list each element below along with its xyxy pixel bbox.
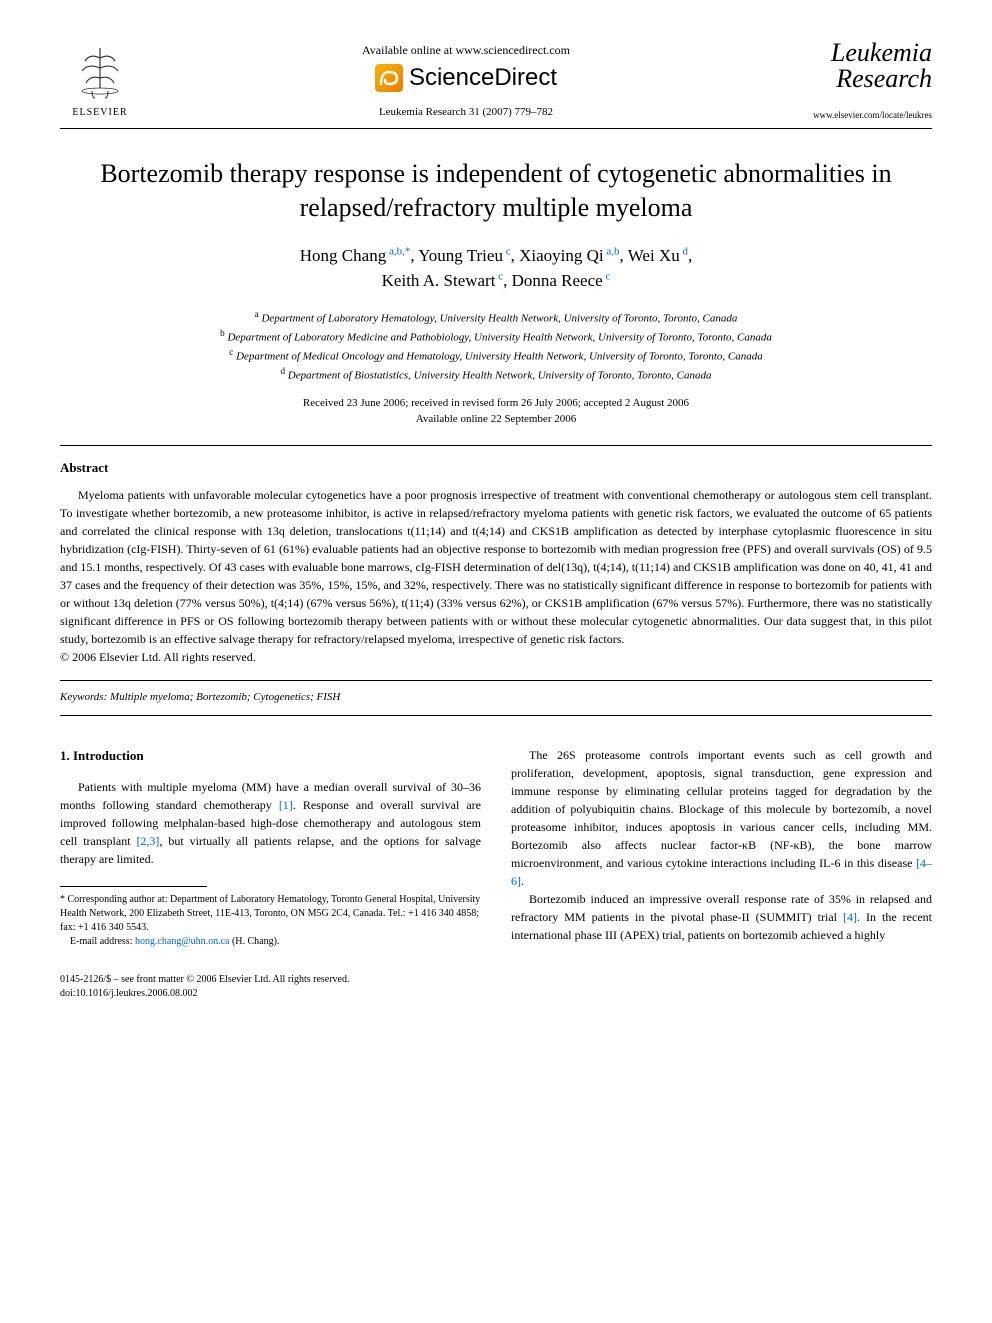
journal-citation: Leukemia Research 31 (2007) 779–782 [140, 106, 792, 118]
intro-paragraph-3: Bortezomib induced an impressive overall… [511, 890, 932, 944]
left-column: 1. Introduction Patients with multiple m… [60, 746, 481, 1001]
abstract-copyright: © 2006 Elsevier Ltd. All rights reserved… [60, 650, 256, 664]
intro-paragraph-2: The 26S proteasome controls important ev… [511, 746, 932, 890]
affiliations: a Department of Laboratory Hematology, U… [60, 308, 932, 385]
email-link[interactable]: hong.chang@uhn.on.ca [135, 936, 229, 947]
corresponding-author-footnote: * Corresponding author at: Department of… [60, 893, 481, 935]
keywords-label: Keywords: [60, 691, 107, 703]
footnote-separator [60, 886, 207, 887]
header-divider [60, 128, 932, 129]
sciencedirect-icon [375, 64, 403, 92]
available-date: Available online 22 September 2006 [60, 412, 932, 427]
abstract-heading: Abstract [60, 460, 932, 476]
received-date: Received 23 June 2006; received in revis… [60, 396, 932, 411]
front-matter-line: 0145-2126/$ – see front matter © 2006 El… [60, 973, 481, 987]
center-header: Available online at www.sciencedirect.co… [140, 43, 792, 118]
affiliation-b: b Department of Laboratory Medicine and … [60, 327, 932, 346]
affiliation-c: c Department of Medical Oncology and Hem… [60, 346, 932, 365]
article-title: Bortezomib therapy response is independe… [60, 157, 932, 225]
affiliation-a: a Department of Laboratory Hematology, U… [60, 308, 932, 327]
abstract-text: Myeloma patients with unfavorable molecu… [60, 486, 932, 666]
email-label: E-mail address: [70, 936, 132, 947]
elsevier-logo: ELSEVIER [60, 43, 140, 118]
right-column: The 26S proteasome controls important ev… [511, 746, 932, 1001]
publisher-header: ELSEVIER Available online at www.science… [60, 40, 932, 120]
elsevier-label: ELSEVIER [72, 107, 127, 118]
email-author: (H. Chang). [232, 936, 280, 947]
keywords-text: Multiple myeloma; Bortezomib; Cytogeneti… [110, 691, 340, 703]
body-two-column: 1. Introduction Patients with multiple m… [60, 746, 932, 1001]
keywords-row: Keywords: Multiple myeloma; Bortezomib; … [60, 691, 932, 716]
affiliation-d: d Department of Biostatistics, Universit… [60, 365, 932, 384]
email-footnote: E-mail address: hong.chang@uhn.on.ca (H.… [60, 935, 481, 949]
doi-line: doi:10.1016/j.leukres.2006.08.002 [60, 987, 481, 1001]
abstract-section: Abstract Myeloma patients with unfavorab… [60, 445, 932, 681]
available-online-text: Available online at www.sciencedirect.co… [140, 43, 792, 58]
section-1-heading: 1. Introduction [60, 746, 481, 766]
doi-block: 0145-2126/$ – see front matter © 2006 El… [60, 973, 481, 1001]
intro-paragraph-1: Patients with multiple myeloma (MM) have… [60, 778, 481, 868]
authors-list: Hong Chang a,b,*, Young Trieu c, Xiaoyin… [60, 243, 932, 294]
journal-url: www.elsevier.com/locate/leukres [792, 110, 932, 120]
elsevier-tree-icon [70, 43, 130, 103]
sciencedirect-logo: ScienceDirect [140, 64, 792, 92]
journal-title-line1: Leukemia [792, 40, 932, 66]
journal-cover-logo: Leukemia Research www.elsevier.com/locat… [792, 40, 932, 120]
journal-title-line2: Research [792, 66, 932, 92]
article-dates: Received 23 June 2006; received in revis… [60, 396, 932, 427]
sciencedirect-text: ScienceDirect [409, 64, 557, 92]
